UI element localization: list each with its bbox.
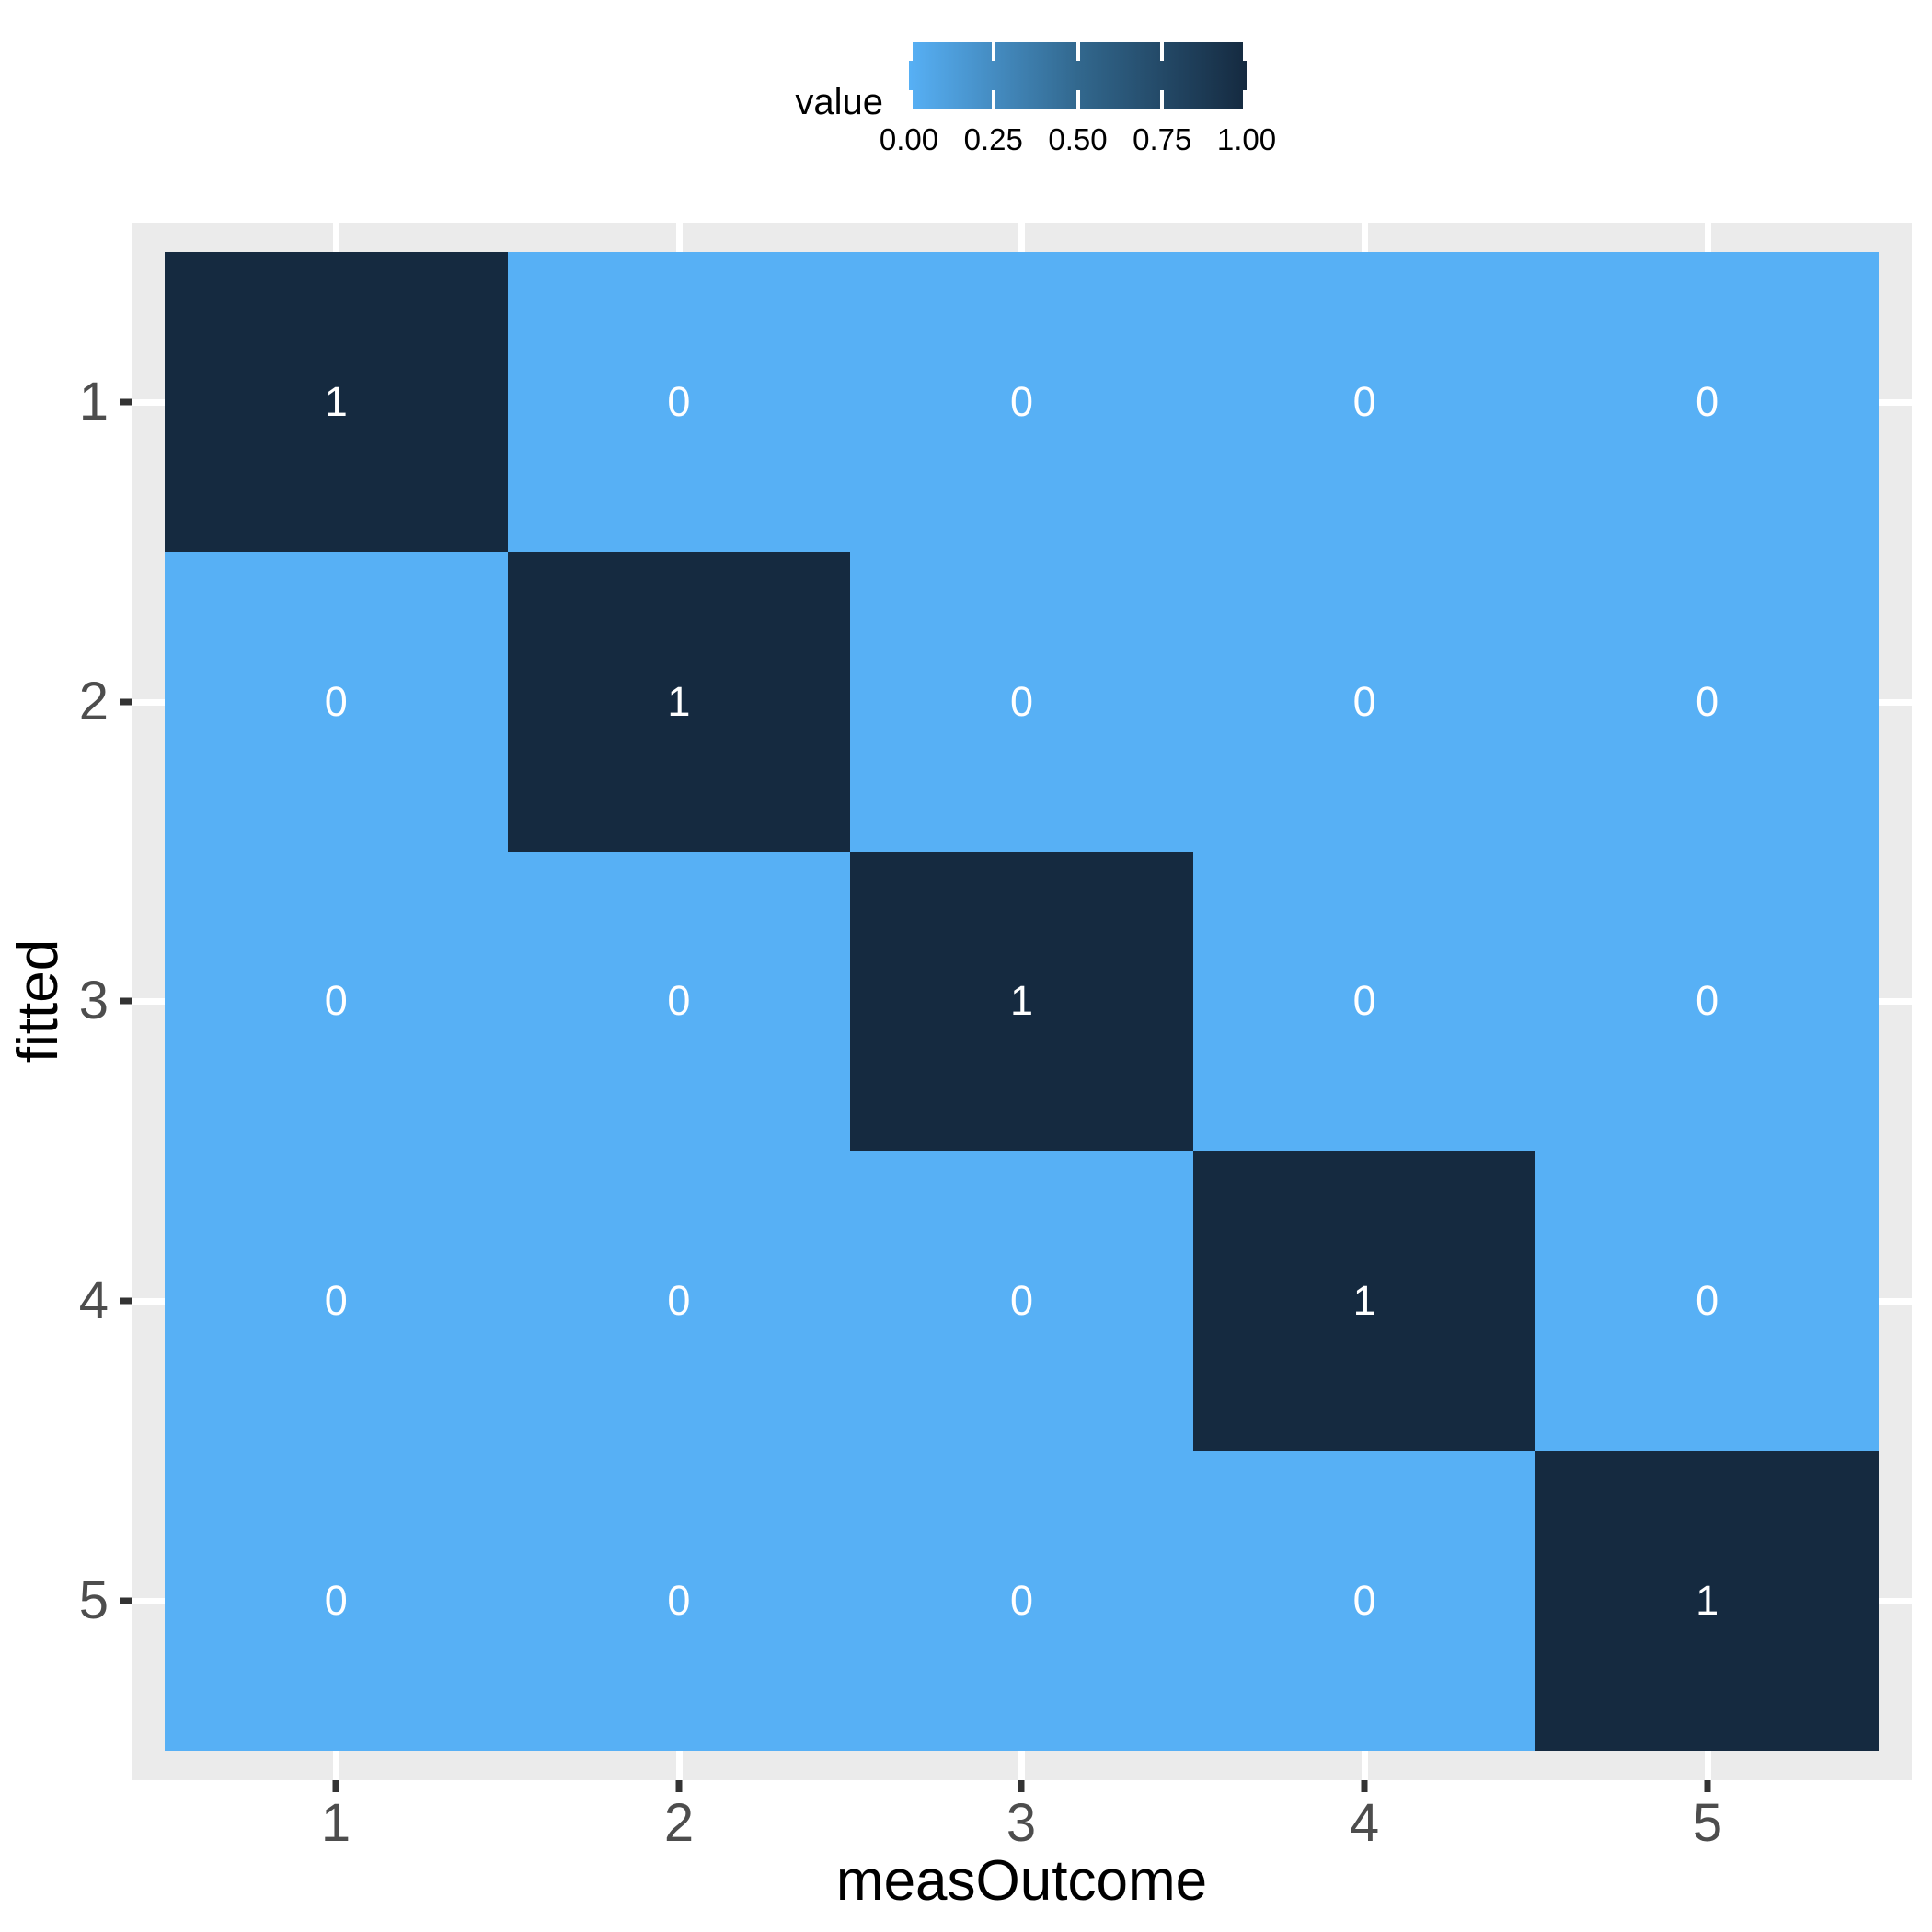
heatmap-cell: 0 (850, 551, 1193, 852)
y-tick-label: 2 (78, 672, 109, 731)
y-axis-title: fitted (6, 938, 70, 1064)
heatmap-cell: 1 (850, 851, 1193, 1152)
y-tick-mark (120, 1597, 132, 1604)
heatmap-cell: 0 (1535, 1151, 1879, 1452)
heatmap-cell: 1 (1535, 1451, 1879, 1751)
heatmap-cell: 1 (165, 252, 508, 552)
legend-tick-mark (991, 42, 995, 61)
legend-tick-mark (1075, 42, 1080, 61)
legend-tick-mark (909, 42, 913, 61)
x-tick-mark (675, 1780, 683, 1792)
x-tick-mark (1018, 1780, 1025, 1792)
heatmap-cell: 0 (507, 851, 851, 1152)
legend-tick-label: 0.00 (879, 122, 939, 156)
legend-tick-mark (909, 90, 913, 109)
legend-tick-label: 1.00 (1216, 122, 1277, 156)
heatmap-cell: 0 (1535, 551, 1879, 852)
heatmap-cell: 0 (850, 1151, 1193, 1452)
legend-tick-label: 0.75 (1133, 122, 1192, 156)
x-tick-label: 5 (1692, 1793, 1723, 1853)
legend-tick-label: 0.50 (1048, 122, 1108, 156)
x-tick-mark (1704, 1780, 1711, 1792)
y-tick-label: 4 (78, 1271, 109, 1330)
heatmap-cell: 0 (165, 1151, 508, 1452)
y-tick-mark (120, 1297, 132, 1305)
legend-tick-mark (1075, 90, 1080, 109)
x-tick-mark (1361, 1780, 1368, 1792)
x-tick-label: 2 (663, 1793, 695, 1853)
heatmap-cell: 0 (1192, 1451, 1536, 1751)
x-tick-label: 4 (1349, 1793, 1380, 1853)
legend-tick-mark (1160, 42, 1165, 61)
heatmap-cell: 0 (165, 551, 508, 852)
x-axis-title: measOutcome (835, 1849, 1208, 1913)
x-tick-mark (332, 1780, 339, 1792)
heatmap-cell: 1 (1192, 1151, 1536, 1452)
heatmap-cell: 0 (1192, 551, 1536, 852)
y-tick-mark (120, 398, 132, 406)
x-tick-label: 1 (320, 1793, 351, 1853)
heatmap-cell: 0 (1192, 252, 1536, 552)
heatmap-cell: 0 (165, 851, 508, 1152)
heatmap-cell: 0 (850, 1451, 1193, 1751)
legend-colorbar (909, 42, 1247, 109)
x-tick-label: 3 (1006, 1793, 1037, 1853)
y-tick-label: 3 (78, 971, 109, 1030)
heatmap-cell: 0 (507, 252, 851, 552)
legend-tick-mark (991, 90, 995, 109)
heatmap-cell: 0 (1535, 851, 1879, 1152)
heatmap-cell: 0 (165, 1451, 508, 1751)
heatmap-cell: 0 (850, 252, 1193, 552)
heatmap-cell: 1 (507, 551, 851, 852)
heatmap-cell: 0 (1535, 252, 1879, 552)
legend-tick-label: 0.25 (963, 122, 1023, 156)
heatmap-cell: 0 (507, 1151, 851, 1452)
legend-tick-mark (1160, 90, 1165, 109)
legend-tick-mark (1243, 42, 1247, 61)
y-tick-mark (120, 997, 132, 1005)
y-tick-label: 1 (78, 372, 109, 431)
heatmap-cell: 0 (507, 1451, 851, 1751)
legend-tick-labels: 0.00 0.25 0.50 0.75 1.00 (880, 122, 1276, 160)
y-tick-mark (120, 698, 132, 706)
legend-title: value (795, 82, 883, 122)
heatmap-cell: 0 (1192, 851, 1536, 1152)
legend-tick-mark (1243, 90, 1247, 109)
y-tick-label: 5 (78, 1570, 109, 1630)
